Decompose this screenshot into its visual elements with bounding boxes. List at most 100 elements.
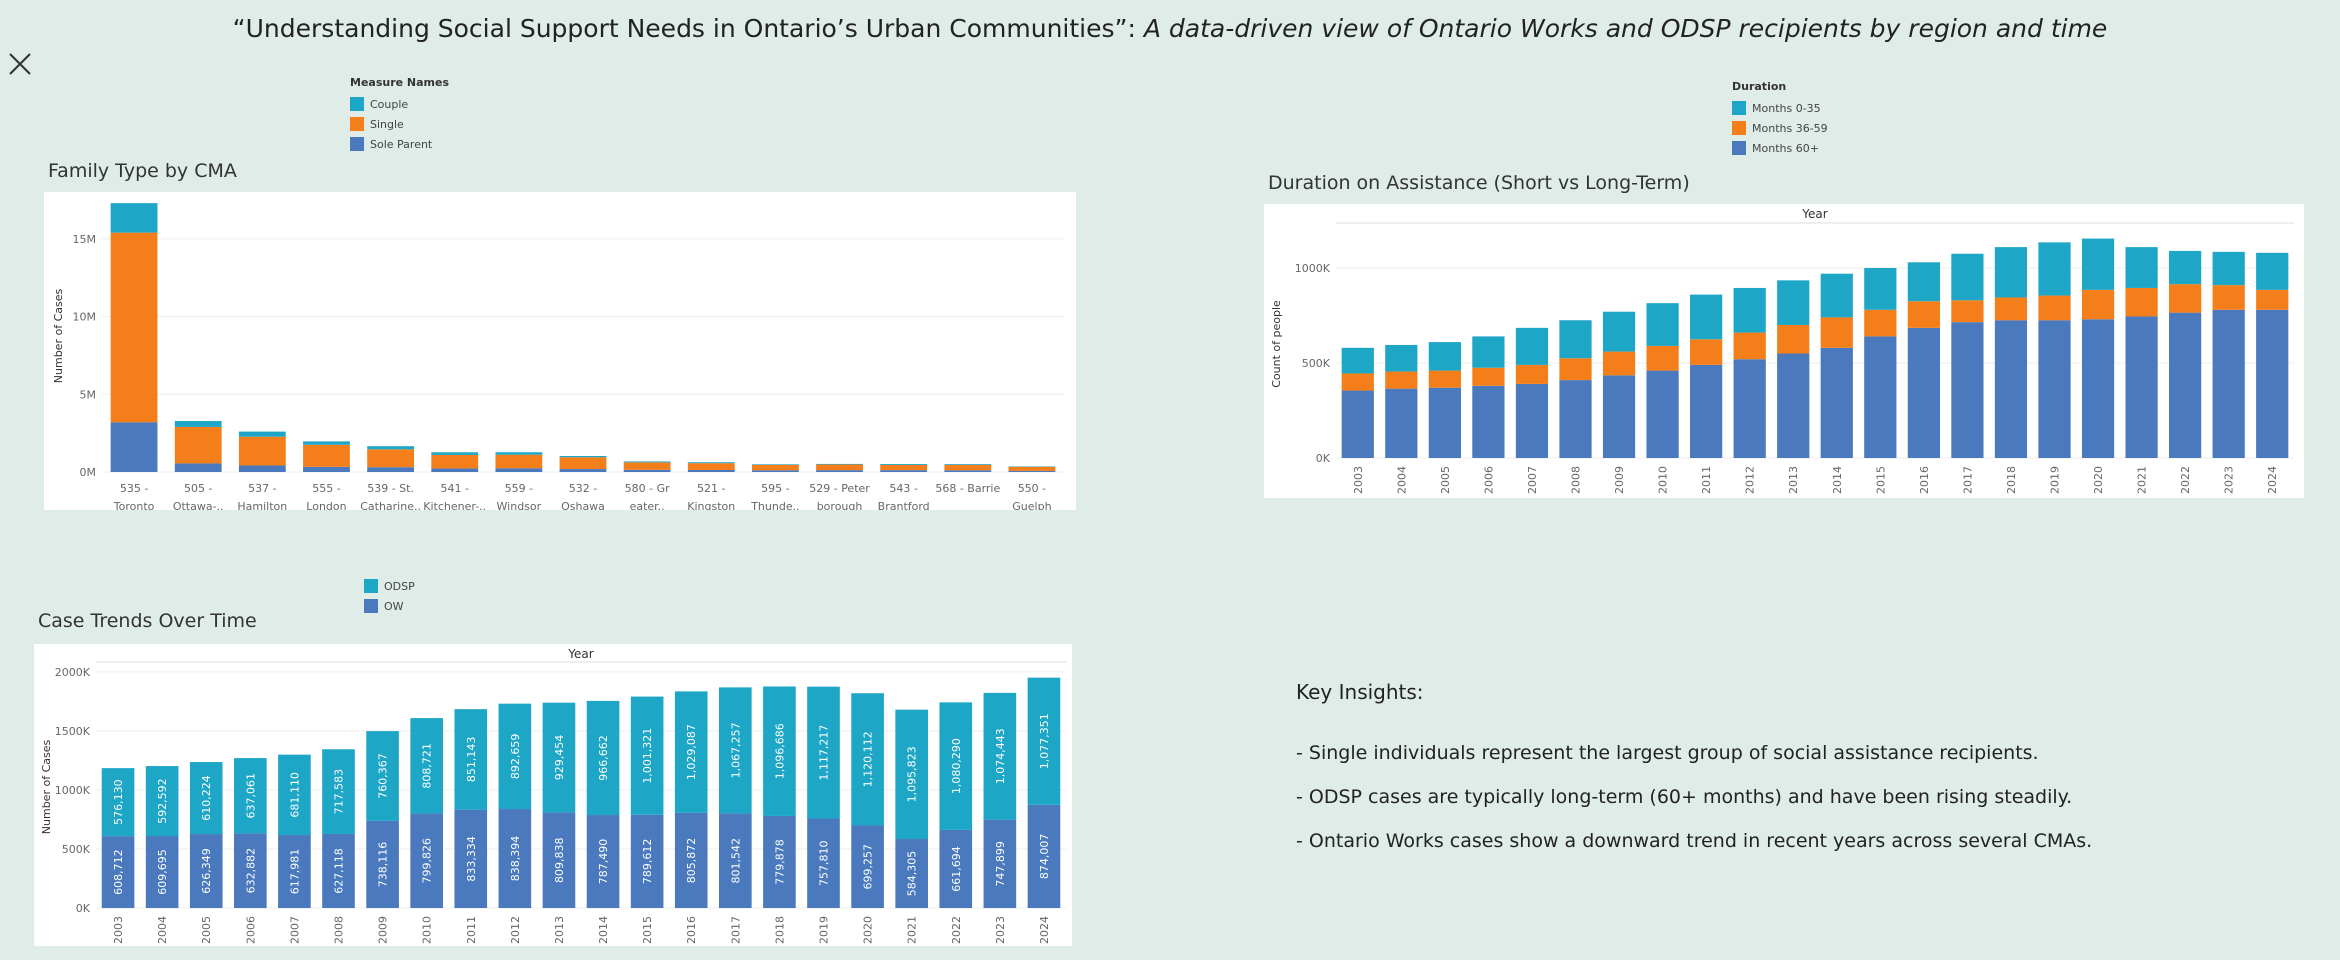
legend-item-single[interactable]: Single <box>350 114 449 134</box>
data-label: 592,592 <box>156 778 169 824</box>
bar-ow <box>410 813 443 908</box>
legend-item-months-60-[interactable]: Months 60+ <box>1732 138 1828 158</box>
bar-months-60- <box>1602 375 1636 458</box>
legend-item-ow[interactable]: OW <box>364 596 415 616</box>
bar-months-36-59 <box>1994 297 2028 321</box>
x-tick-label: 2019 <box>2049 466 2062 494</box>
bar-months-36-59 <box>1864 309 1897 337</box>
x-tick-label: 2004 <box>156 916 169 944</box>
bar-sole-parent <box>751 470 799 472</box>
legend-swatch <box>350 97 364 111</box>
bar-months-60- <box>1994 320 2028 458</box>
x-tick-label: 2021 <box>906 916 919 944</box>
legend-item-months-36-59[interactable]: Months 36-59 <box>1732 118 1828 138</box>
bar-sole-parent <box>303 466 350 472</box>
bar-sole-parent <box>367 467 415 472</box>
bar-single <box>238 436 286 466</box>
x-tick-label: 2018 <box>773 916 786 944</box>
bar-single <box>174 426 222 464</box>
bar-months-60- <box>2212 309 2245 458</box>
bar-months-36-59 <box>1559 358 1592 381</box>
bar-odsp <box>322 749 355 834</box>
x-tick-label: 543 - <box>889 482 917 495</box>
bar-months-60- <box>2256 309 2289 458</box>
bar-months-0-35 <box>1951 253 1984 301</box>
bar-months-0-35 <box>1472 336 1505 368</box>
bar-odsp <box>278 754 311 836</box>
x-tick-label: 559 - <box>505 482 533 495</box>
bar-odsp <box>939 702 973 830</box>
y-tick-label: 2000K <box>55 666 91 679</box>
data-label: 717,583 <box>333 769 346 815</box>
y-tick-label: 15M <box>73 233 97 246</box>
legend-swatch <box>364 599 378 613</box>
x-tick-label: 539 - St. <box>367 482 414 495</box>
bar-months-0-35 <box>1646 303 1679 346</box>
bar-single <box>816 464 863 471</box>
bar-single <box>559 457 607 470</box>
data-label: 576,130 <box>112 779 125 825</box>
bar-months-60- <box>1733 359 1766 458</box>
y-tick-label: 500K <box>62 843 91 856</box>
y-tick-label: 5M <box>80 388 97 401</box>
bar-ow <box>630 814 664 908</box>
close-icon[interactable] <box>8 52 32 76</box>
x-tick-label: 2013 <box>553 916 566 944</box>
data-label: 808,721 <box>421 743 434 789</box>
bar-months-60- <box>1951 322 1984 458</box>
x-tick-label: 2010 <box>421 916 434 944</box>
family-chart-title: Family Type by CMA <box>48 160 237 182</box>
bar-ow <box>498 809 532 908</box>
x-tick-label: 2005 <box>1439 466 1452 494</box>
insight-line: - ODSP cases are typically long-term (60… <box>1296 786 2073 808</box>
x-tick-label: 2015 <box>1874 466 1887 494</box>
bar-odsp <box>101 768 135 837</box>
bar-months-60- <box>1690 364 1723 458</box>
bar-months-60- <box>2169 312 2202 458</box>
bar-ow <box>234 833 267 908</box>
bar-months-0-35 <box>1559 320 1592 359</box>
bar-months-36-59 <box>1820 317 1853 348</box>
key-insights-heading: Key Insights: <box>1296 680 1424 704</box>
data-label: 637,061 <box>244 773 257 819</box>
x-tick-label: 2018 <box>2005 466 2018 494</box>
legend-item-sole-parent[interactable]: Sole Parent <box>350 134 449 154</box>
bar-sole-parent <box>944 470 992 472</box>
data-label: 757,810 <box>818 841 831 887</box>
x-tick-label: 541 - <box>440 482 468 495</box>
x-tick-label: 550 - <box>1018 482 1046 495</box>
legend-item-couple[interactable]: Couple <box>350 94 449 114</box>
x-tick-label: Oshawa <box>561 500 605 510</box>
x-tick-label: Hamilton <box>237 500 287 510</box>
bar-odsp <box>189 762 223 835</box>
bar-months-36-59 <box>2081 289 2115 320</box>
bar-single <box>623 462 671 470</box>
x-tick-label: 595 - <box>761 482 789 495</box>
x-tick-label: 2024 <box>2266 466 2279 494</box>
bar-months-36-59 <box>1385 371 1418 389</box>
legend-swatch <box>1732 121 1746 135</box>
data-label: 1,067,257 <box>729 722 742 778</box>
x-tick-label: 2023 <box>994 916 1007 944</box>
bar-months-36-59 <box>1602 351 1636 376</box>
bar-odsp <box>983 692 1017 820</box>
legend-item-odsp[interactable]: ODSP <box>364 576 415 596</box>
x-tick-label: 2019 <box>818 916 831 944</box>
duration-chart-title: Duration on Assistance (Short vs Long-Te… <box>1268 172 1690 194</box>
bar-months-60- <box>1515 383 1549 458</box>
family-legend: Measure Names Couple Single Sole Parent <box>350 76 449 154</box>
legend-swatch <box>1732 101 1746 115</box>
data-label: 699,257 <box>862 844 875 890</box>
bar-months-0-35 <box>1864 268 1897 310</box>
x-tick-label: 2016 <box>1918 466 1931 494</box>
bar-couple <box>816 463 863 465</box>
bar-months-36-59 <box>1472 367 1505 386</box>
legend-item-months-0-35[interactable]: Months 0-35 <box>1732 98 1828 118</box>
bar-couple <box>238 431 286 437</box>
legend-label: Months 0-35 <box>1752 101 1821 115</box>
data-label: 966,662 <box>597 735 610 781</box>
x-tick-label: 2009 <box>1613 466 1626 494</box>
bar-months-0-35 <box>2038 242 2071 296</box>
bar-ow <box>851 825 884 908</box>
bar-odsp <box>586 700 620 816</box>
